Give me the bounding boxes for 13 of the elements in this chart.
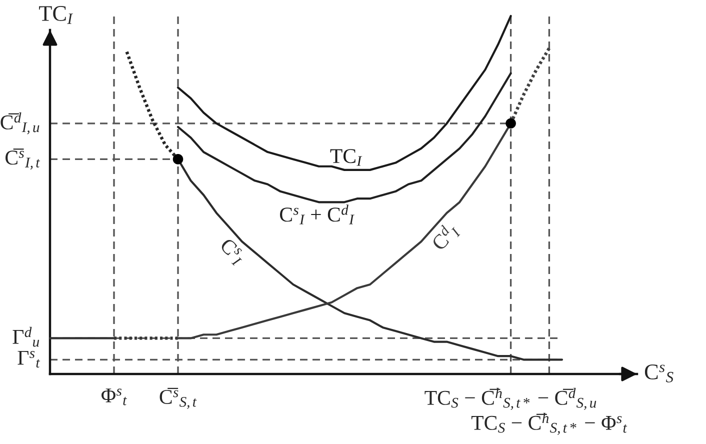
x-tick-label: Φ$^{s}$$_{t}$ [102,388,127,406]
text: C$^{d}$$_{I}$ [428,220,462,254]
x-tick-label: TC$_{S}$ − C̅$^{h}$$_{S,t*}$ − Φ$^{s}$$_{t}$ [471,412,628,435]
x-tick-label: TC$_{S}$ − C̅$^{h}$$_{S,t*}$ − C̅$^{d}$$_{S,u}$ [424,388,596,410]
y-axis-title: TC$_{I}$ [39,6,74,24]
x-axis-title: C$^{s}$$_{S}$ [644,364,674,382]
series-label: C$^{s}$$_{I}$ + C$^{d}$$_{I}$ [280,204,354,224]
ref-line-label: C̅$^{s}$$_{I,t}$ [6,148,40,170]
ref-line-label: Γ$^{s}$$_{t}$ [18,350,40,368]
x-tick-label: C̅$^{s}$$_{S,t}$ [160,388,197,409]
text: C$^{s}$$_{I}$ [217,237,247,267]
series-label: TC$_{I}$ [330,149,362,166]
ref-line-label: C̅$^{d}$$_{I,u}$ [0,112,40,134]
